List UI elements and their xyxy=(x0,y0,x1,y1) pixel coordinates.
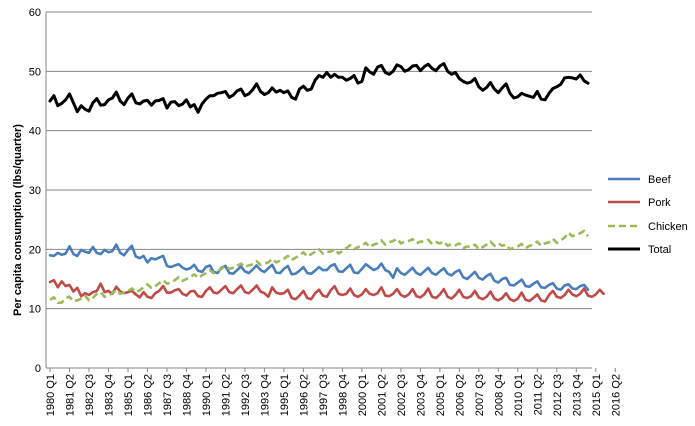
x-tick-label: 2000 Q1 xyxy=(357,374,369,416)
series-line-pork xyxy=(48,278,605,303)
x-tick-label: 2003 Q4 xyxy=(415,374,427,416)
x-tick-label: 2010 Q1 xyxy=(513,374,525,416)
x-tick-label: 2006 Q2 xyxy=(454,374,466,416)
x-tick-label: 1996 Q2 xyxy=(298,374,310,416)
x-tick-label: 1990 Q1 xyxy=(201,374,213,416)
x-tick-label: 2016 Q2 xyxy=(610,374,622,416)
x-tick-label: 1988 Q4 xyxy=(181,374,193,416)
x-tick-label: 1983 Q4 xyxy=(103,374,115,416)
y-tick-label: 30 xyxy=(29,185,41,197)
x-tick-label: 1995 Q1 xyxy=(279,374,291,416)
x-tick-label: 1986 Q2 xyxy=(142,374,154,416)
legend-label-beef: Beef xyxy=(648,174,672,186)
y-tick-label: 60 xyxy=(29,7,41,19)
series-line-total xyxy=(48,62,590,114)
y-tick-label: 0 xyxy=(35,363,41,375)
x-tick-label: 1987 Q3 xyxy=(162,374,174,416)
x-tick-label: 1980 Q1 xyxy=(45,374,57,416)
y-tick-label: 50 xyxy=(29,66,41,78)
y-axis-title: Per capita consumption (lbs/quarter) xyxy=(12,124,24,316)
x-tick-label: 1981 Q2 xyxy=(64,374,76,416)
x-tick-label: 2007 Q3 xyxy=(474,374,486,416)
grid-layer xyxy=(46,11,592,369)
x-tick-label: 2012 Q3 xyxy=(552,374,564,416)
x-tick-label: 1993 Q4 xyxy=(259,374,271,416)
series-line-chicken xyxy=(49,229,590,305)
x-tick-label: 1992 Q3 xyxy=(240,374,252,416)
legend-label-chicken: Chicken xyxy=(648,221,688,233)
y-tick-label: 40 xyxy=(29,126,41,138)
x-tick-label: 2002 Q3 xyxy=(396,374,408,416)
legend-label-pork: Pork xyxy=(648,197,671,209)
x-tick-label: 2001 Q2 xyxy=(376,374,388,416)
x-tick-label: 2005 Q1 xyxy=(435,374,447,416)
y-tick-label: 10 xyxy=(29,304,41,316)
series-line-beef xyxy=(48,243,590,292)
x-tick-label: 1991 Q2 xyxy=(220,374,232,416)
x-tick-label: 1982 Q3 xyxy=(84,374,96,416)
x-tick-label: 1998 Q4 xyxy=(337,374,349,416)
axis-layer: 0 10 20 30 40 50 60 1980 Q1 1981 Q2 1982 Q3 1983 Q… xyxy=(29,7,623,416)
x-tick-label: 2015 Q1 xyxy=(591,374,603,416)
legend-label-total: Total xyxy=(648,244,671,256)
series-layer xyxy=(48,62,605,305)
legend: Beef Pork Chicken Total xyxy=(608,174,688,256)
y-tick-label: 20 xyxy=(29,244,41,256)
x-tick-label: 2008 Q4 xyxy=(493,374,505,416)
x-tick-label: 1985 Q1 xyxy=(123,374,135,416)
x-tick-label: 1997 Q3 xyxy=(318,374,330,416)
x-tick-label: 2011 Q2 xyxy=(532,374,544,415)
x-tick-label: 2013 Q4 xyxy=(571,374,583,416)
